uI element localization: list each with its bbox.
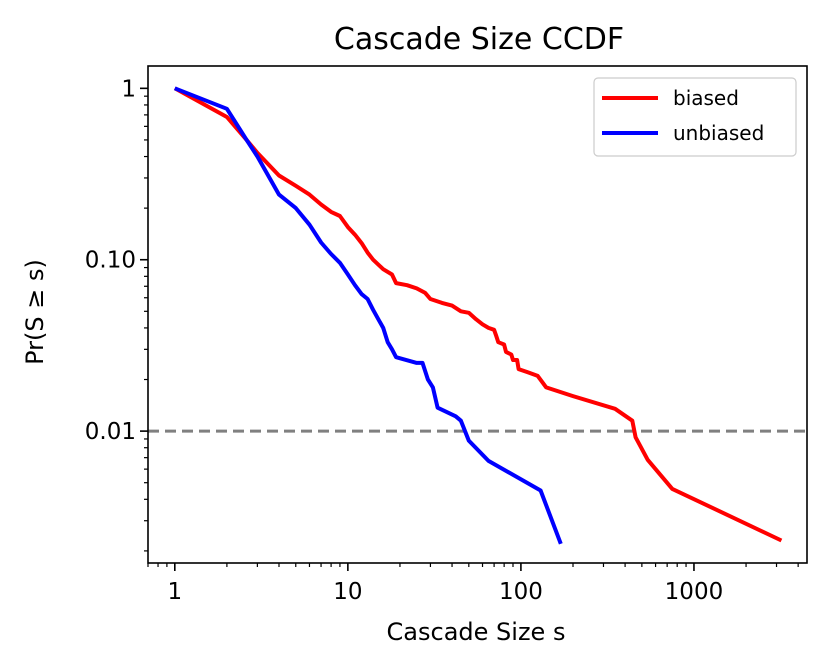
x-tick-label-1: 1 xyxy=(167,579,182,605)
legend: biased unbiased xyxy=(593,77,797,157)
x-minor-ticks xyxy=(147,563,799,567)
series-line-biased xyxy=(173,86,783,543)
series-line-unbiased xyxy=(174,86,563,545)
y-tick-label-1: 1 xyxy=(121,76,136,102)
x-tick-label-4: 1000 xyxy=(665,579,724,605)
legend-label-biased: biased xyxy=(673,86,739,110)
x-axis-label: Cascade Size s xyxy=(387,618,566,646)
y-tick-label-2: 0.10 xyxy=(85,248,136,274)
x-tick-label-2: 10 xyxy=(333,579,362,605)
series-layer xyxy=(173,86,783,545)
x-tick-label-3: 100 xyxy=(499,579,543,605)
x-major-ticks: 1 10 100 1000 xyxy=(167,563,723,605)
y-tick-label-3: 0.01 xyxy=(85,419,136,445)
legend-label-unbiased: unbiased xyxy=(673,121,764,145)
y-axis-label: Pr(S ≥ s) xyxy=(21,259,49,365)
plot-frame xyxy=(147,65,808,564)
chart-title: Cascade Size CCDF xyxy=(334,22,624,57)
y-major-ticks: 1 0.10 0.01 xyxy=(85,76,148,445)
